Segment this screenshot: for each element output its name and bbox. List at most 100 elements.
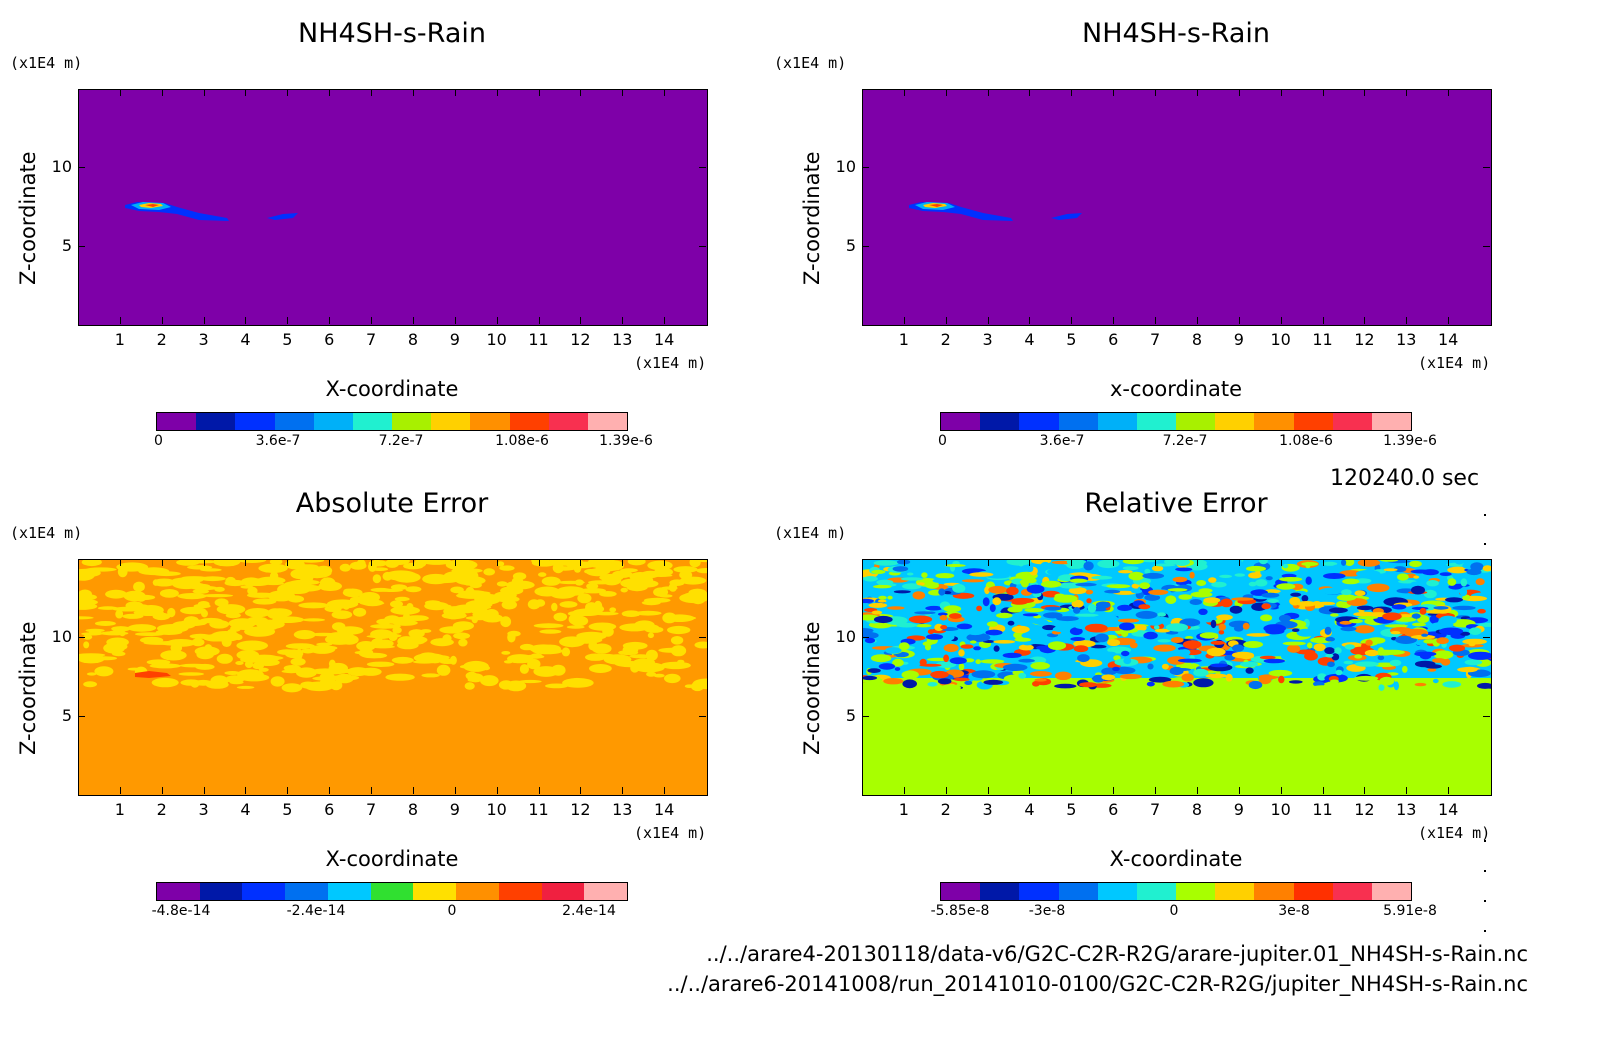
noise-cell xyxy=(1056,616,1079,622)
noise-cell xyxy=(94,621,116,626)
x-tick-mark xyxy=(161,559,163,566)
noise-cell xyxy=(646,671,657,677)
noise-cell xyxy=(902,679,917,689)
noise-cell xyxy=(897,560,911,565)
x-tick-mark xyxy=(412,787,414,794)
noise-cell xyxy=(1106,584,1131,589)
noise-cell xyxy=(1077,654,1090,663)
noise-cell xyxy=(1366,583,1390,593)
noise-cell xyxy=(1432,658,1446,663)
colorbar-swatch xyxy=(941,883,981,900)
noise-cell xyxy=(319,672,336,684)
x-tick-mark xyxy=(454,89,456,96)
noise-cell xyxy=(1409,560,1422,568)
noise-cell xyxy=(267,608,284,620)
y-tick-mark xyxy=(1483,167,1490,169)
noise-cell xyxy=(1144,594,1161,601)
noise-cell xyxy=(216,653,233,664)
noise-cell xyxy=(1278,603,1288,610)
field-background xyxy=(79,90,707,325)
noise-cell xyxy=(471,615,478,624)
noise-cell xyxy=(653,673,665,678)
noise-cell xyxy=(252,598,277,605)
x-tick-mark xyxy=(945,89,947,96)
noise-cell xyxy=(641,600,661,606)
noise-cell xyxy=(883,642,891,646)
noise-cell xyxy=(1003,674,1024,684)
noise-cell xyxy=(273,620,285,624)
noise-cell xyxy=(111,626,131,632)
noise-cell xyxy=(190,585,218,591)
noise-cell xyxy=(1175,567,1193,572)
noise-cell xyxy=(1433,606,1449,610)
noise-cell xyxy=(501,651,511,655)
noise-cell xyxy=(1240,661,1258,668)
y-tick-mark xyxy=(1483,637,1490,639)
colorbar-swatch xyxy=(509,413,549,430)
y-tick-label: 10 xyxy=(51,157,72,177)
noise-cell xyxy=(83,681,97,688)
x-tick-mark xyxy=(1280,89,1282,96)
noise-cell xyxy=(622,641,648,650)
noise-cell xyxy=(662,612,677,624)
noise-cell xyxy=(421,673,440,678)
x-tick-mark xyxy=(1364,89,1366,96)
noise-cell xyxy=(1139,582,1150,590)
noise-cell xyxy=(996,612,1013,619)
noise-cell xyxy=(645,649,658,661)
noise-cell xyxy=(461,576,477,586)
field-background xyxy=(863,90,1491,325)
x-tick-mark xyxy=(1196,89,1198,96)
x-tick-mark xyxy=(1322,787,1324,794)
colorbar-swatch xyxy=(1293,413,1333,430)
colorbar-swatch xyxy=(370,883,414,900)
noise-cell xyxy=(1307,642,1313,649)
noise-cell xyxy=(1410,634,1436,640)
noise-cell xyxy=(436,664,451,676)
x-tick-label: 2 xyxy=(940,800,951,819)
noise-cell xyxy=(79,653,106,657)
x-tick-mark xyxy=(987,317,989,324)
x-tick-label: 3 xyxy=(982,800,993,819)
noise-cell xyxy=(269,571,279,582)
noise-cell xyxy=(221,637,232,647)
noise-cell xyxy=(1325,636,1335,642)
plot-area xyxy=(78,89,708,326)
noise-cell xyxy=(1377,655,1385,661)
noise-cell xyxy=(887,606,905,610)
x-tick-mark xyxy=(371,89,373,96)
colorbar-swatch xyxy=(548,413,588,430)
noise-cell xyxy=(390,600,403,608)
noise-cell xyxy=(465,586,475,597)
colorbar-swatch xyxy=(352,413,393,430)
noise-cell xyxy=(1177,649,1185,656)
noise-cell xyxy=(1018,644,1034,651)
x-tick-mark xyxy=(1155,559,1157,566)
plot-area xyxy=(862,559,1492,796)
x-axis-label: X-coordinate xyxy=(1109,847,1243,871)
noise-cell xyxy=(1112,666,1120,672)
noise-cell xyxy=(1074,613,1099,617)
noise-cell xyxy=(209,620,230,629)
noise-cell xyxy=(392,619,418,626)
noise-cell xyxy=(348,591,358,595)
y-tick-mark xyxy=(862,637,869,639)
x-tick-mark xyxy=(203,89,205,96)
noise-cell xyxy=(234,634,243,641)
noise-cell xyxy=(1121,629,1129,638)
colorbar-tick-label: -2.4e-14 xyxy=(286,903,346,919)
y-tick-label: 10 xyxy=(835,627,856,647)
noise-cell xyxy=(938,588,946,596)
noise-cell xyxy=(1258,675,1272,685)
x-tick-label: 4 xyxy=(240,800,251,819)
x-tick-mark xyxy=(903,787,905,794)
x-tick-label: 4 xyxy=(1024,330,1035,349)
noise-cell xyxy=(1469,627,1482,635)
noise-cell xyxy=(1152,616,1172,624)
noise-cell xyxy=(620,587,628,593)
x-tick-mark xyxy=(119,89,121,96)
x-unit-label: (x1E4 m) xyxy=(634,354,707,372)
colorbar-swatch xyxy=(235,413,275,430)
noise-cell xyxy=(403,562,424,570)
noise-cell xyxy=(231,677,251,681)
